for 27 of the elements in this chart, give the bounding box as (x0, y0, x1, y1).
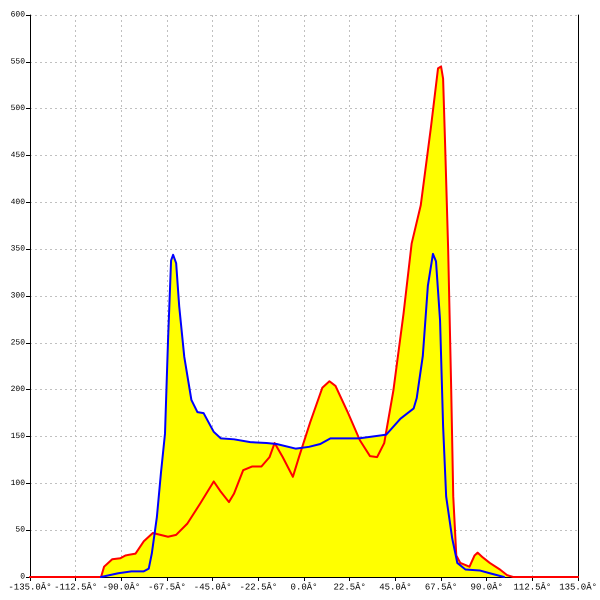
y-tick-label: 550 (10, 57, 26, 66)
x-tick-label: 45.0Â° (379, 582, 412, 592)
y-tick-label: 50 (15, 526, 26, 535)
x-tick-label: 67.5Â° (424, 582, 458, 592)
y-tick-label: 200 (10, 385, 26, 394)
x-tick-label: -22.5Â° (239, 582, 278, 592)
x-tick-label: 112.5Â° (514, 582, 552, 592)
y-tick-label: 250 (10, 338, 26, 348)
y-tick-label: 350 (10, 244, 26, 254)
y-tick-label: 600 (10, 10, 26, 20)
x-tick-label: 90.0Â° (470, 582, 503, 592)
x-tick-label: 135.0Â° (559, 582, 598, 592)
y-tick-label: 100 (10, 478, 26, 488)
line-series (100, 252, 505, 578)
x-tick-label: -112.5Â° (54, 582, 98, 592)
y-tick-label: 300 (10, 292, 26, 300)
y-tick-label: 0 (20, 572, 26, 582)
x-tick-label: -67.5Â° (148, 582, 186, 592)
y-tick-label: 150 (10, 432, 26, 441)
x-tick-label: 0.0Â° (290, 582, 318, 592)
x-tick-label: -135.0Â° (8, 582, 52, 592)
x-tick-label: -90.0Â° (102, 582, 140, 592)
y-tick-label: 400 (10, 198, 26, 207)
y-tick-label: 500 (10, 104, 26, 114)
x-tick-label: -45.0Â° (194, 582, 232, 592)
y-tick-label: 450 (10, 151, 26, 160)
x-tick-label: 22.5Â° (334, 582, 366, 592)
